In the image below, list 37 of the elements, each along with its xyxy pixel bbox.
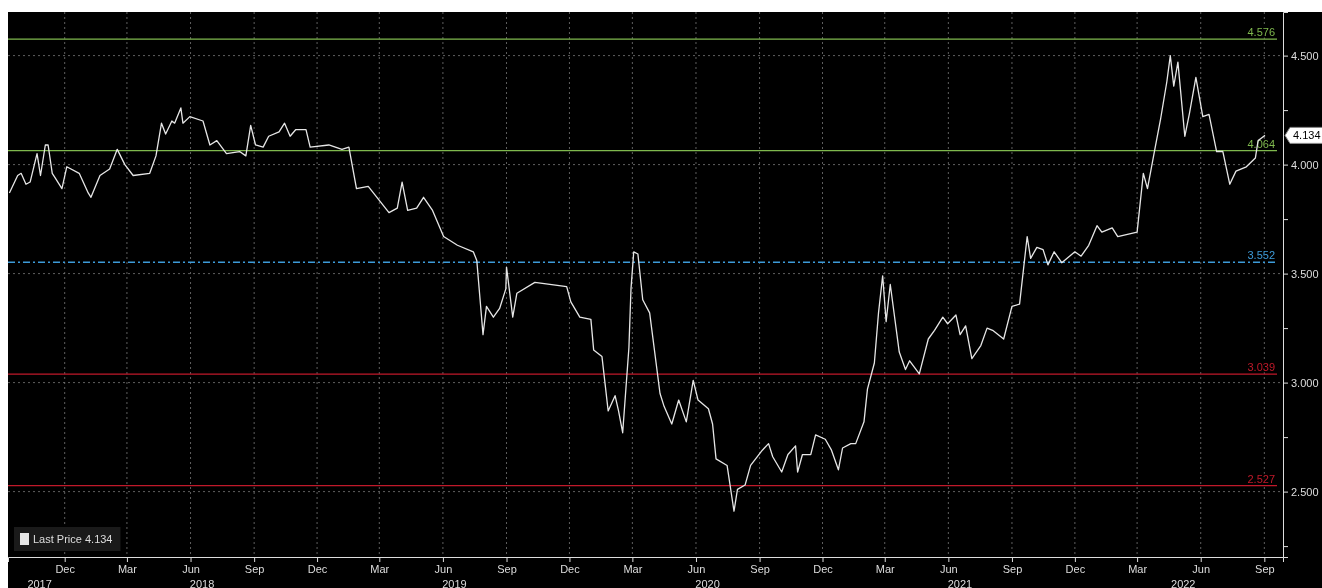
- x-tick-label: Dec: [560, 562, 581, 575]
- x-tick-label: Dec: [55, 562, 76, 575]
- x-tick-label: Jun: [182, 562, 200, 575]
- x-tick-label: Dec: [1065, 562, 1086, 575]
- ref-line-label: 2.527: [1247, 472, 1275, 485]
- x2-tick-label: 2021: [947, 577, 973, 588]
- x2-tick-label: 2018: [189, 577, 215, 588]
- x-tick-label: Jun: [687, 562, 706, 575]
- ref-line-label: 4.576: [1247, 26, 1275, 39]
- y-tick-label: 3.500: [1291, 267, 1319, 280]
- x2-tick-label: 2017: [27, 577, 52, 588]
- x2-tick-label: 2020: [695, 577, 720, 588]
- y-tick-label: 3.000: [1291, 376, 1319, 389]
- ref-line-label: 3.552: [1247, 249, 1275, 262]
- x2-tick-label: 2022: [1171, 577, 1196, 588]
- x-tick-label: Jun: [434, 562, 453, 575]
- x-tick-label: Jun: [939, 562, 958, 575]
- y-tick-label: 4.000: [1291, 158, 1319, 171]
- x-tick-label: Sep: [1002, 562, 1023, 575]
- x-tick-label: Sep: [1255, 562, 1275, 575]
- y-tick-label: 2.500: [1291, 485, 1319, 498]
- x-tick-label: Mar: [623, 562, 643, 575]
- x-tick-label: Dec: [813, 562, 834, 575]
- y-tick-label: 4.500: [1291, 49, 1319, 62]
- x-tick-label: Dec: [307, 562, 328, 575]
- x-tick-label: Mar: [117, 562, 138, 575]
- x-tick-label: Sep: [750, 562, 770, 575]
- x-tick-label: Mar: [875, 562, 896, 575]
- ref-line-label: 3.039: [1247, 361, 1275, 374]
- x-tick-label: Sep: [244, 562, 265, 575]
- x2-tick-label: 2019: [442, 577, 467, 588]
- annotation: 4.134: [1293, 129, 1321, 142]
- x-tick-label: Mar: [370, 562, 390, 575]
- x-tick-label: Sep: [497, 562, 517, 575]
- x-tick-label: Jun: [1192, 562, 1211, 575]
- legend-label: Last Price 4.134: [33, 533, 113, 545]
- x-tick-label: Mar: [1128, 562, 1148, 575]
